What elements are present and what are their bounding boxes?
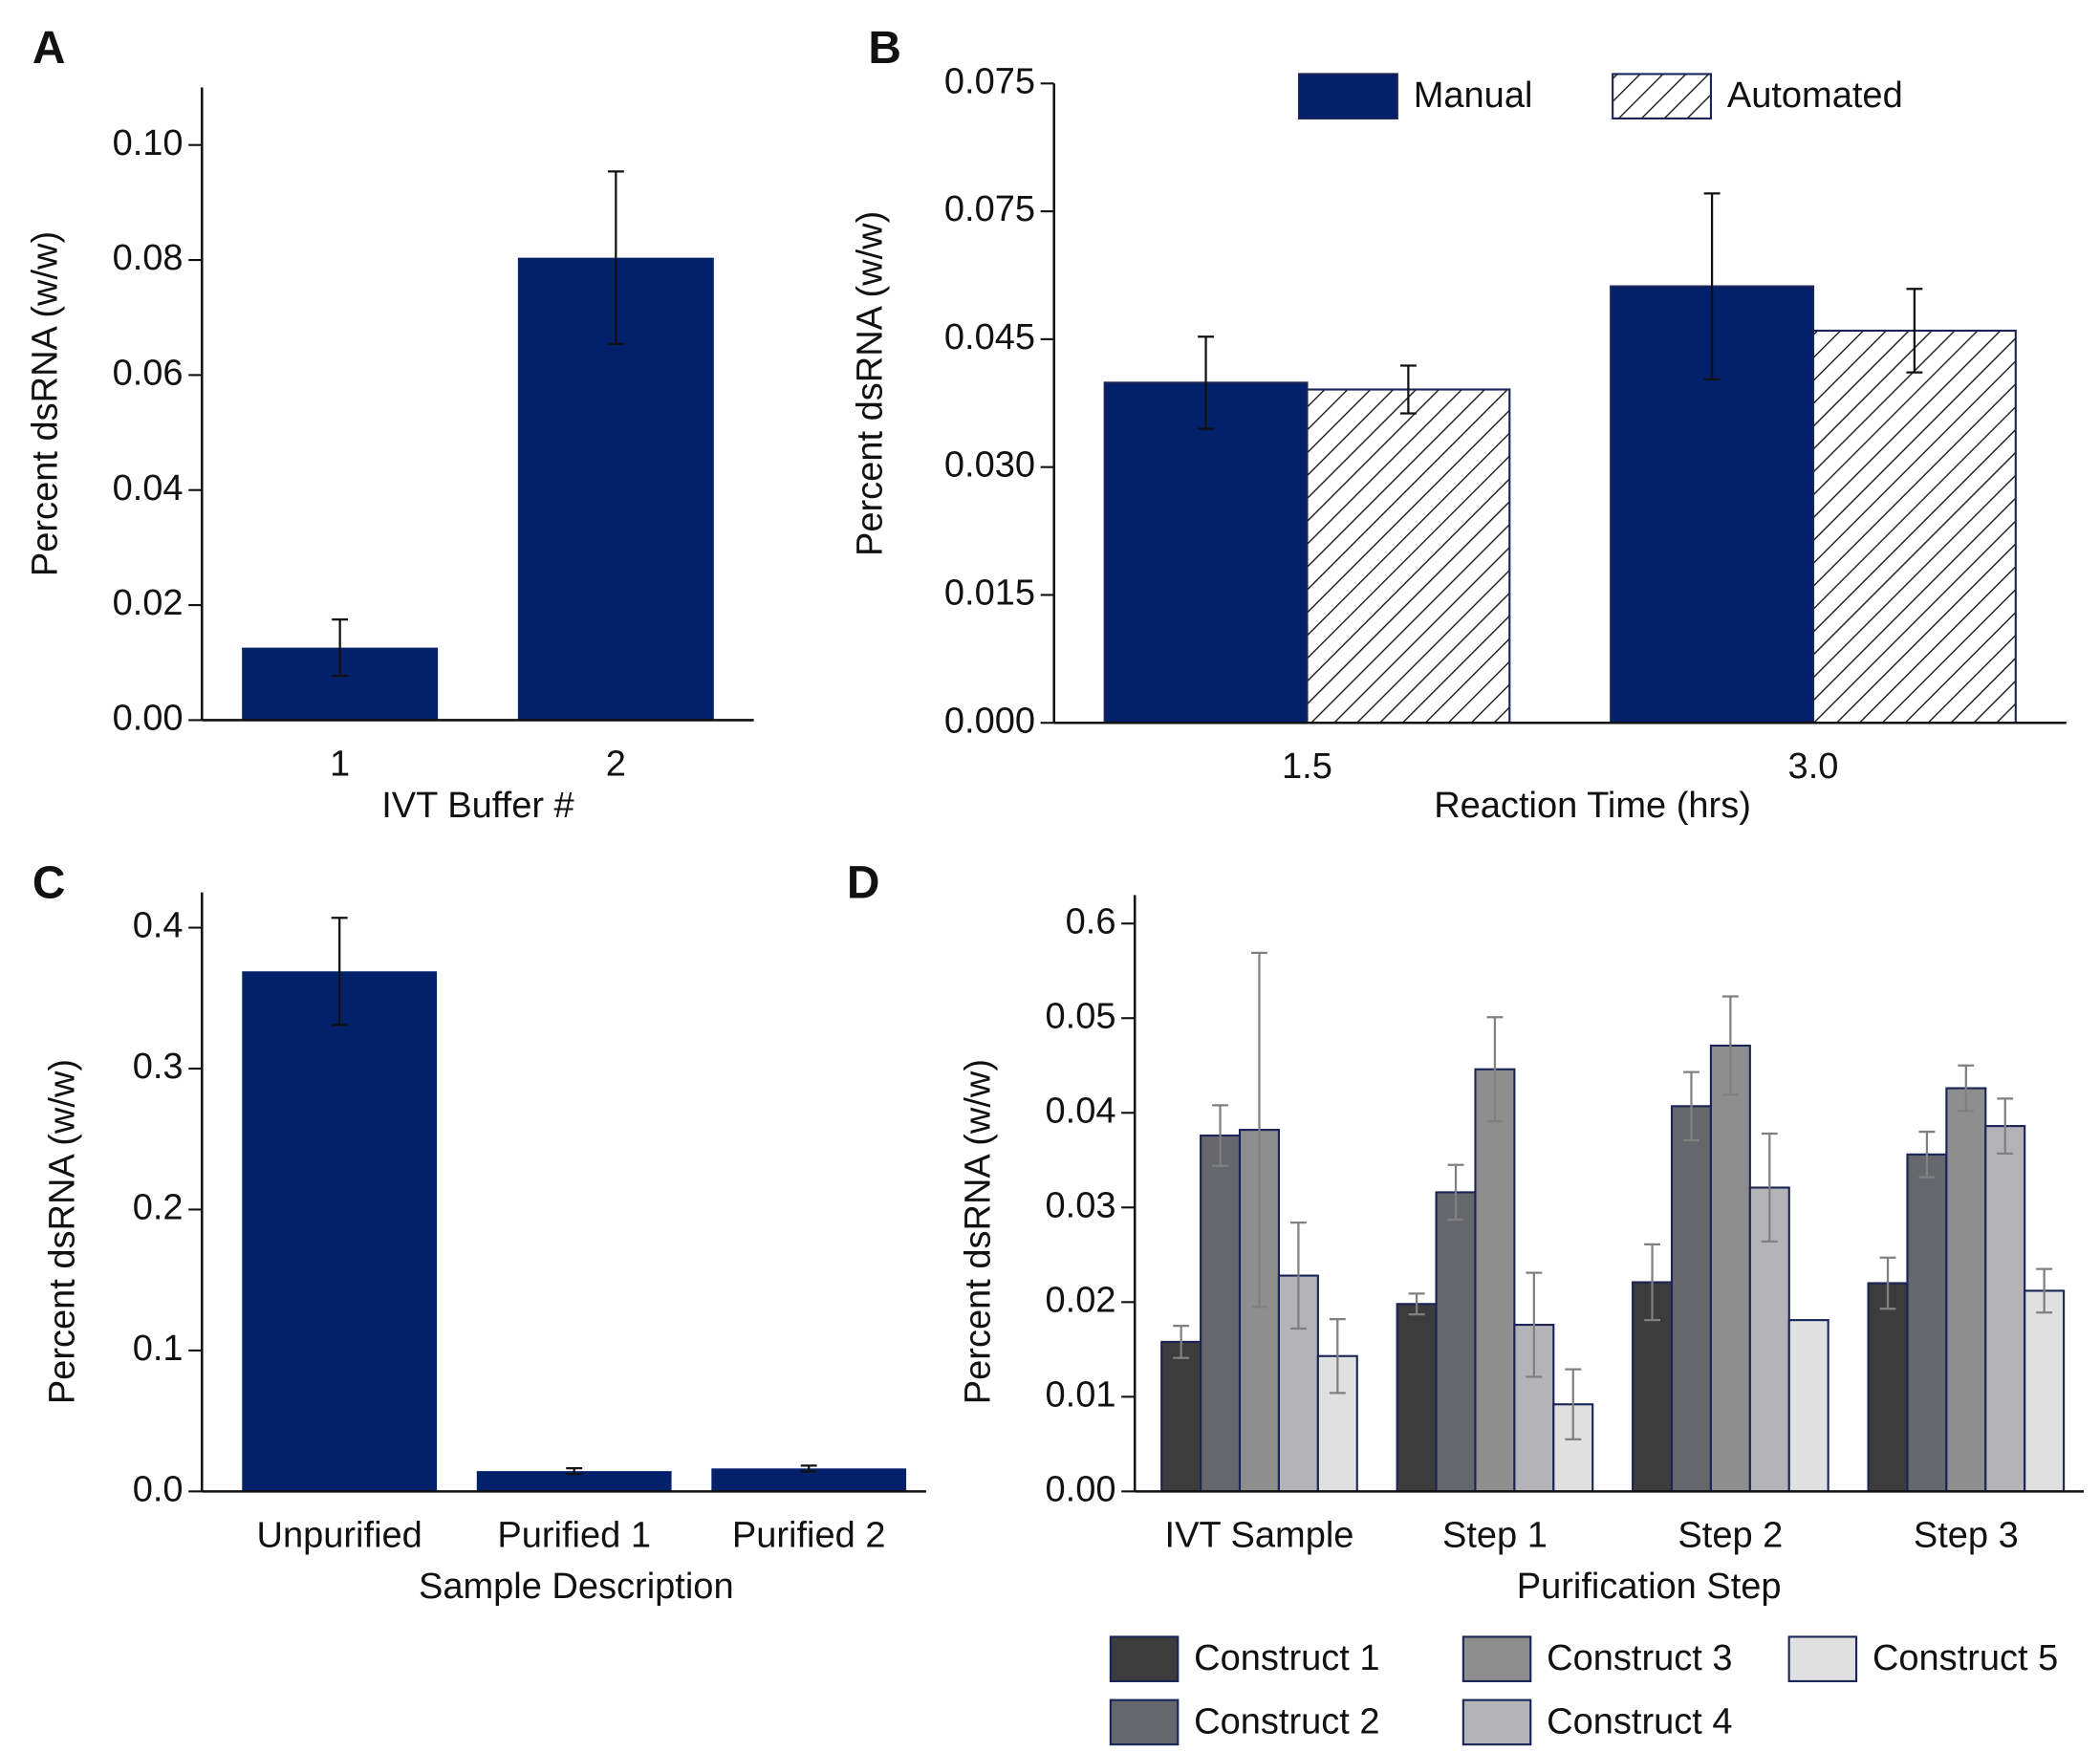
y-axis-label: Percent dsRNA (w/w) <box>43 1059 83 1404</box>
legend-swatch <box>1461 1698 1532 1746</box>
y-tick-label: 0.04 <box>113 468 184 508</box>
x-axis-label: Purification Step <box>1517 1567 1782 1607</box>
y-tick-label: 0.00 <box>113 698 184 738</box>
legend-swatch <box>1612 73 1713 119</box>
x-tick-label: Unpurified <box>257 1515 422 1555</box>
bar <box>1984 1125 2026 1493</box>
bar <box>1200 1134 1242 1493</box>
legend-label: Manual <box>1414 76 1533 116</box>
bar <box>2024 1289 2066 1493</box>
y-axis-label: Percent dsRNA (w/w) <box>25 231 65 576</box>
x-tick-label: 2 <box>606 744 626 784</box>
bar <box>1945 1087 1987 1493</box>
legend-swatch <box>1297 73 1398 119</box>
x-tick-label: Step 3 <box>1914 1515 2019 1555</box>
bar <box>1867 1282 1909 1493</box>
y-tick-label: 0.2 <box>133 1187 184 1227</box>
x-tick-label: 1 <box>330 744 350 784</box>
legend-swatch <box>1787 1635 1858 1682</box>
x-axis-label: Sample Description <box>419 1567 734 1607</box>
legend-label: Construct 1 <box>1194 1638 1379 1678</box>
legend-label: Automated <box>1727 76 1903 116</box>
legend-label: Construct 5 <box>1873 1638 2058 1678</box>
x-tick-label: 1.5 <box>1282 746 1332 787</box>
y-tick-label: 0.04 <box>1046 1091 1116 1131</box>
y-tick-label: 0.6 <box>1066 901 1116 941</box>
y-axis-label: Percent dsRNA (w/w) <box>958 1059 998 1404</box>
x-axis-label: IVT Buffer # <box>381 786 574 826</box>
bar <box>1811 329 2017 725</box>
x-tick-label: Step 2 <box>1678 1515 1783 1555</box>
x-tick-label: 3.0 <box>1788 746 1839 787</box>
y-tick-label: 0.03 <box>1046 1185 1116 1225</box>
bar <box>1906 1153 1948 1493</box>
y-tick-label: 0.030 <box>944 445 1035 486</box>
y-tick-label: 0.0 <box>133 1469 184 1509</box>
x-tick-label: Step 1 <box>1442 1515 1548 1555</box>
y-tick-label: 0.02 <box>113 583 184 623</box>
y-tick-label: 0.08 <box>113 238 184 278</box>
x-tick-label: Purified 1 <box>497 1515 651 1555</box>
y-tick-label: 0.02 <box>1046 1280 1116 1320</box>
legend-label: Construct 2 <box>1194 1701 1379 1741</box>
x-tick-label: Purified 2 <box>732 1515 886 1555</box>
panel-letter: C <box>32 857 66 908</box>
bar <box>242 971 438 1492</box>
bar <box>1709 1044 1751 1493</box>
legend-swatch <box>1109 1698 1180 1746</box>
legend-label: Construct 3 <box>1547 1638 1732 1678</box>
y-tick-label: 0.10 <box>113 123 184 163</box>
bar <box>1670 1105 1712 1493</box>
y-tick-label: 0.1 <box>133 1329 184 1369</box>
bar <box>476 1471 672 1492</box>
y-tick-label: 0.06 <box>113 353 184 393</box>
panel-letter: A <box>32 23 66 74</box>
y-tick-label: 0.01 <box>1046 1374 1116 1415</box>
panel-letter: D <box>847 857 880 908</box>
bar <box>1435 1191 1477 1493</box>
y-tick-label: 0.075 <box>944 189 1035 229</box>
legend-label: Construct 4 <box>1547 1701 1732 1741</box>
bar <box>1474 1068 1516 1493</box>
y-tick-label: 0.3 <box>133 1047 184 1087</box>
legend-swatch <box>1461 1635 1532 1682</box>
bar <box>1103 381 1309 725</box>
bar <box>1306 388 1511 725</box>
y-tick-label: 0.4 <box>133 906 184 946</box>
x-axis-label: Reaction Time (hrs) <box>1434 786 1751 826</box>
y-tick-label: 0.075 <box>944 61 1035 101</box>
bar <box>1787 1319 1829 1493</box>
panel-letter: B <box>868 23 901 74</box>
y-axis-label: Percent dsRNA (w/w) <box>851 211 891 556</box>
bar <box>1160 1340 1202 1493</box>
legend-swatch <box>1109 1635 1180 1682</box>
y-tick-label: 0.045 <box>944 317 1035 357</box>
y-tick-label: 0.00 <box>1046 1469 1116 1509</box>
y-tick-label: 0.05 <box>1046 996 1116 1036</box>
y-tick-label: 0.015 <box>944 573 1035 614</box>
x-tick-label: IVT Sample <box>1165 1515 1354 1555</box>
y-tick-label: 0.000 <box>944 701 1035 741</box>
bar <box>1396 1303 1438 1493</box>
